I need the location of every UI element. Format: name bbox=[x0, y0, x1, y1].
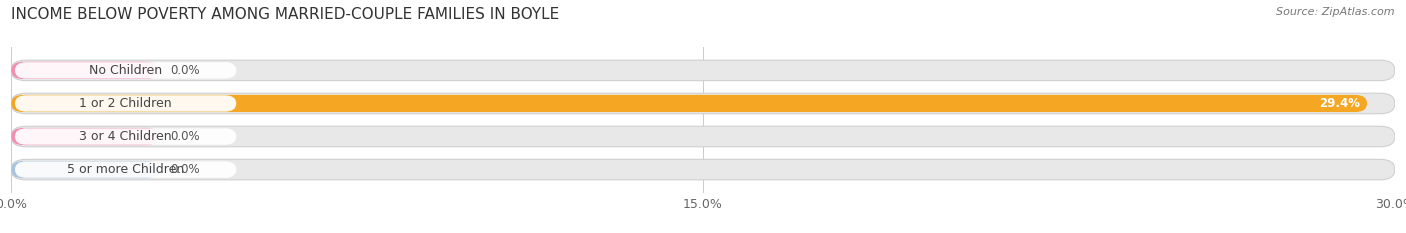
Text: 29.4%: 29.4% bbox=[1319, 97, 1360, 110]
FancyBboxPatch shape bbox=[11, 126, 1395, 147]
FancyBboxPatch shape bbox=[15, 62, 236, 79]
Text: No Children: No Children bbox=[89, 64, 162, 77]
Text: 3 or 4 Children: 3 or 4 Children bbox=[79, 130, 172, 143]
FancyBboxPatch shape bbox=[15, 95, 236, 112]
FancyBboxPatch shape bbox=[11, 93, 1395, 114]
FancyBboxPatch shape bbox=[15, 161, 236, 178]
Text: 1 or 2 Children: 1 or 2 Children bbox=[79, 97, 172, 110]
FancyBboxPatch shape bbox=[15, 128, 236, 145]
Text: 5 or more Children: 5 or more Children bbox=[67, 163, 184, 176]
Text: Source: ZipAtlas.com: Source: ZipAtlas.com bbox=[1277, 7, 1395, 17]
FancyBboxPatch shape bbox=[11, 161, 159, 178]
Text: INCOME BELOW POVERTY AMONG MARRIED-COUPLE FAMILIES IN BOYLE: INCOME BELOW POVERTY AMONG MARRIED-COUPL… bbox=[11, 7, 560, 22]
FancyBboxPatch shape bbox=[11, 62, 159, 79]
Text: 0.0%: 0.0% bbox=[170, 163, 200, 176]
FancyBboxPatch shape bbox=[11, 128, 159, 145]
FancyBboxPatch shape bbox=[11, 60, 1395, 81]
FancyBboxPatch shape bbox=[11, 159, 1395, 180]
Text: 0.0%: 0.0% bbox=[170, 130, 200, 143]
FancyBboxPatch shape bbox=[11, 95, 1367, 112]
Text: 0.0%: 0.0% bbox=[170, 64, 200, 77]
